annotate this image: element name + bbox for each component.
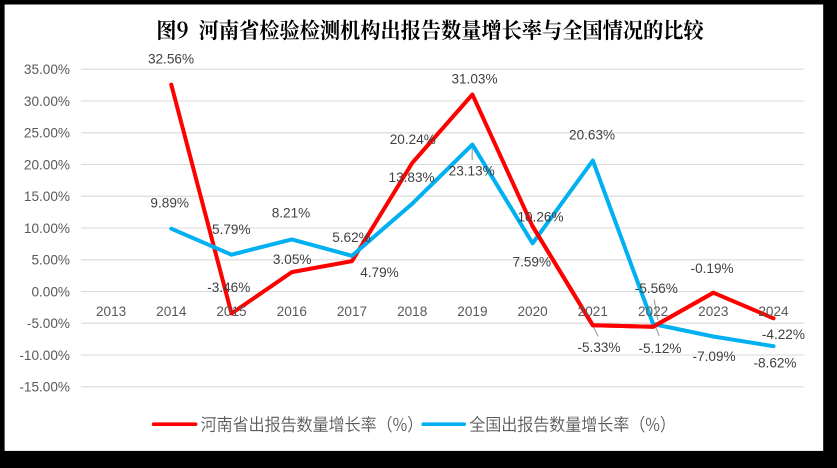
- svg-text:2016: 2016: [277, 304, 307, 319]
- svg-text:2023: 2023: [698, 304, 728, 319]
- svg-text:-7.09%: -7.09%: [693, 349, 736, 364]
- svg-text:4.79%: 4.79%: [360, 265, 399, 280]
- svg-text:31.03%: 31.03%: [451, 71, 497, 86]
- svg-text:-3.46%: -3.46%: [207, 280, 250, 295]
- svg-text:2015: 2015: [216, 304, 246, 319]
- svg-text:5.00%: 5.00%: [31, 253, 70, 268]
- svg-text:20.24%: 20.24%: [390, 132, 436, 147]
- svg-text:2024: 2024: [758, 304, 789, 319]
- svg-text:2013: 2013: [96, 304, 126, 319]
- svg-text:9.89%: 9.89%: [150, 196, 189, 211]
- svg-text:5.79%: 5.79%: [212, 222, 251, 237]
- svg-text:13.83%: 13.83%: [389, 170, 435, 185]
- svg-text:7.59%: 7.59%: [513, 255, 552, 270]
- svg-text:-5.00%: -5.00%: [27, 316, 70, 331]
- svg-text:23.13%: 23.13%: [449, 164, 495, 179]
- svg-text:10.26%: 10.26%: [517, 209, 563, 224]
- svg-text:0.00%: 0.00%: [31, 284, 70, 299]
- svg-text:2021: 2021: [578, 304, 608, 319]
- svg-text:-0.19%: -0.19%: [691, 261, 734, 276]
- svg-text:35.00%: 35.00%: [24, 62, 70, 77]
- svg-text:32.56%: 32.56%: [148, 52, 194, 67]
- svg-text:8.21%: 8.21%: [272, 206, 311, 221]
- svg-text:-5.33%: -5.33%: [577, 340, 620, 355]
- svg-text:-8.62%: -8.62%: [753, 355, 796, 370]
- svg-text:-10.00%: -10.00%: [19, 348, 70, 363]
- svg-text:30.00%: 30.00%: [24, 94, 70, 109]
- svg-text:20.00%: 20.00%: [24, 157, 70, 172]
- svg-text:2022: 2022: [638, 304, 668, 319]
- svg-text:2014: 2014: [156, 304, 187, 319]
- svg-text:-4.22%: -4.22%: [762, 327, 805, 342]
- svg-text:2020: 2020: [517, 304, 548, 319]
- svg-text:2019: 2019: [457, 304, 487, 319]
- svg-text:2018: 2018: [397, 304, 427, 319]
- svg-text:5.62%: 5.62%: [332, 230, 371, 245]
- svg-text:3.05%: 3.05%: [273, 252, 312, 267]
- svg-text:-5.12%: -5.12%: [638, 341, 681, 356]
- svg-text:2017: 2017: [337, 304, 367, 319]
- svg-text:10.00%: 10.00%: [24, 221, 70, 236]
- svg-text:15.00%: 15.00%: [24, 189, 70, 204]
- svg-text:20.63%: 20.63%: [569, 127, 615, 142]
- svg-text:25.00%: 25.00%: [24, 126, 70, 141]
- svg-text:-15.00%: -15.00%: [19, 380, 70, 395]
- svg-text:-5.56%: -5.56%: [635, 281, 678, 296]
